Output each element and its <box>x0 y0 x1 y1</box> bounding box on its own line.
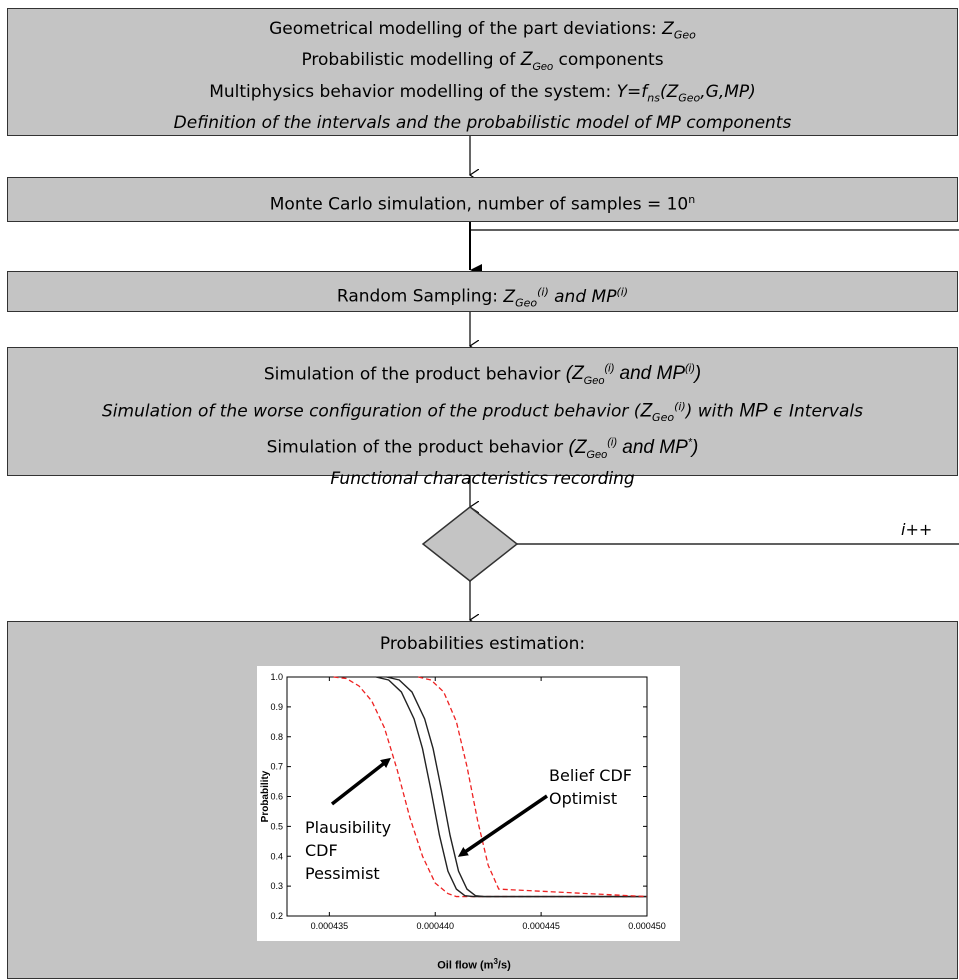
plausibility-arrow <box>330 757 391 806</box>
plausibility-annotation: Plausibility CDF Pessimist <box>305 816 391 885</box>
simulation-line-1: Simulation of the product behavior (ZGeo… <box>263 363 702 388</box>
x-tick-label: 0.000445 <box>522 921 560 931</box>
simulation-line-4: Functional characteristics recording <box>330 469 635 490</box>
y-tick-label: 0.3 <box>270 881 283 891</box>
random-sampling-box: Random Sampling: ZGeo(i) and MP(i) <box>7 271 958 312</box>
monte-carlo-box: Monte Carlo simulation, number of sample… <box>7 177 958 222</box>
y-tick-label: 0.7 <box>270 762 283 772</box>
belief-line-2: Optimist <box>549 789 618 808</box>
cdf-series-2 <box>375 676 647 898</box>
x-tick-label: 0.000450 <box>628 921 666 931</box>
cdf-chart: 1.0 0.9 0.8 0.7 0.6 0.5 0.4 0.3 0.2 0.000435 0.000… <box>257 666 680 941</box>
simulation-line-3: Simulation of the product behavior (ZGeo… <box>266 436 699 461</box>
simulation-box: Simulation of the product behavior (ZGeo… <box>7 347 958 489</box>
x-tick-label: 0.000435 <box>311 921 349 931</box>
modelling-line-2: Probabilistic modelling of ZGeo componen… <box>301 49 664 74</box>
decision-diamond <box>421 506 519 582</box>
monte-carlo-text: Monte Carlo simulation, number of sample… <box>269 193 696 215</box>
cdf-chart-svg: 1.0 0.9 0.8 0.7 0.6 0.5 0.4 0.3 0.2 0.000435 0.000… <box>260 672 666 931</box>
y-tick-label: 0.2 <box>270 911 283 921</box>
y-tick-label: 1.0 <box>270 672 283 682</box>
modelling-line-1: Geometrical modelling of the part deviat… <box>269 19 696 42</box>
x-axis-label: Oil flow (m3/s) <box>437 957 511 972</box>
y-tick-label: 0.4 <box>270 851 283 861</box>
y-tick-label: 0.8 <box>270 732 283 742</box>
cdf-series-3 <box>386 676 647 898</box>
y-tick-label: 0.6 <box>270 792 283 802</box>
modelling-line-4: Definition of the intervals and the prob… <box>173 112 792 133</box>
plausibility-line-1: Plausibility <box>305 818 392 837</box>
plausibility-line-2: CDF <box>305 841 338 860</box>
belief-annotation: Belief CDF Optimist <box>549 764 632 810</box>
modelling-line-3: Multiphysics behavior modelling of the s… <box>209 82 756 105</box>
belief-arrow <box>457 794 548 857</box>
probabilities-title: Probabilities estimation: <box>379 634 586 654</box>
y-axis-label: Probability <box>260 770 271 822</box>
simulation-line-2: Simulation of the worse configuration of… <box>102 400 863 425</box>
modelling-box: Geometrical modelling of the part deviat… <box>7 8 958 136</box>
x-tick-label: 0.000440 <box>416 921 454 931</box>
loop-counter-label: i++ <box>901 520 933 539</box>
y-tick-label: 0.9 <box>270 702 283 712</box>
random-sampling-text: Random Sampling: ZGeo(i) and MP(i) <box>336 285 629 310</box>
belief-line-1: Belief CDF <box>549 766 632 785</box>
plausibility-line-3: Pessimist <box>305 864 380 883</box>
cdf-series-1 <box>333 676 647 898</box>
cdf-series-4 <box>418 676 648 898</box>
y-tick-label: 0.5 <box>270 821 283 831</box>
